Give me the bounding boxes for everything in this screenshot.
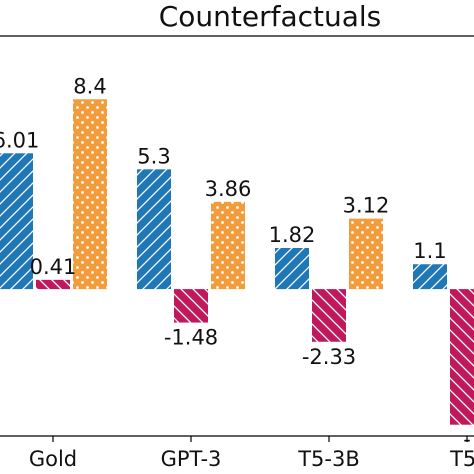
value-label-s1-c1: -1.48 [164, 326, 218, 350]
bar-s1-t5-3b [312, 289, 346, 342]
value-label-s2-c1: 3.86 [205, 177, 252, 201]
bar-s1-gold [36, 279, 70, 290]
bar-s2-gpt-3 [211, 201, 245, 290]
bar-s1-gpt-3 [174, 289, 208, 323]
value-label-s1-c0: 0.41 [30, 255, 77, 279]
value-label-s2-c0: 8.4 [73, 74, 106, 98]
value-label-s0-c3: 1.1 [413, 239, 446, 263]
x-tick-label: Gold [29, 447, 77, 471]
bar-s0-t5-3b [275, 247, 309, 290]
bar-s1-t5- [450, 289, 474, 425]
value-label-s2-c2: 3.12 [343, 194, 390, 218]
bar-s0-gpt-3 [137, 169, 171, 290]
value-labels-group: 6.015.31.821.10.41-1.48-2.33-8.43.863.12 [0, 74, 471, 451]
value-label-s0-c0: 6.01 [0, 128, 39, 152]
x-tick-label: GPT-3 [161, 447, 222, 471]
bars-group [0, 99, 474, 425]
value-label-s0-c1: 5.3 [137, 144, 170, 168]
x-ticks-group: Gold GPT-3 T5-3B T5- [29, 436, 474, 471]
bar-s2-gold [73, 99, 107, 290]
value-label-s0-c2: 1.82 [269, 223, 316, 247]
x-tick-label: T5-3B [297, 447, 360, 471]
bar-s0-gold [0, 153, 33, 290]
x-tick-label: T5- [449, 447, 474, 471]
bar-s0-t5- [413, 264, 447, 290]
value-label-s1-c2: -2.33 [302, 345, 356, 369]
chart-title: Counterfactuals [159, 0, 382, 33]
bar-s2-t5-3b [349, 218, 383, 290]
